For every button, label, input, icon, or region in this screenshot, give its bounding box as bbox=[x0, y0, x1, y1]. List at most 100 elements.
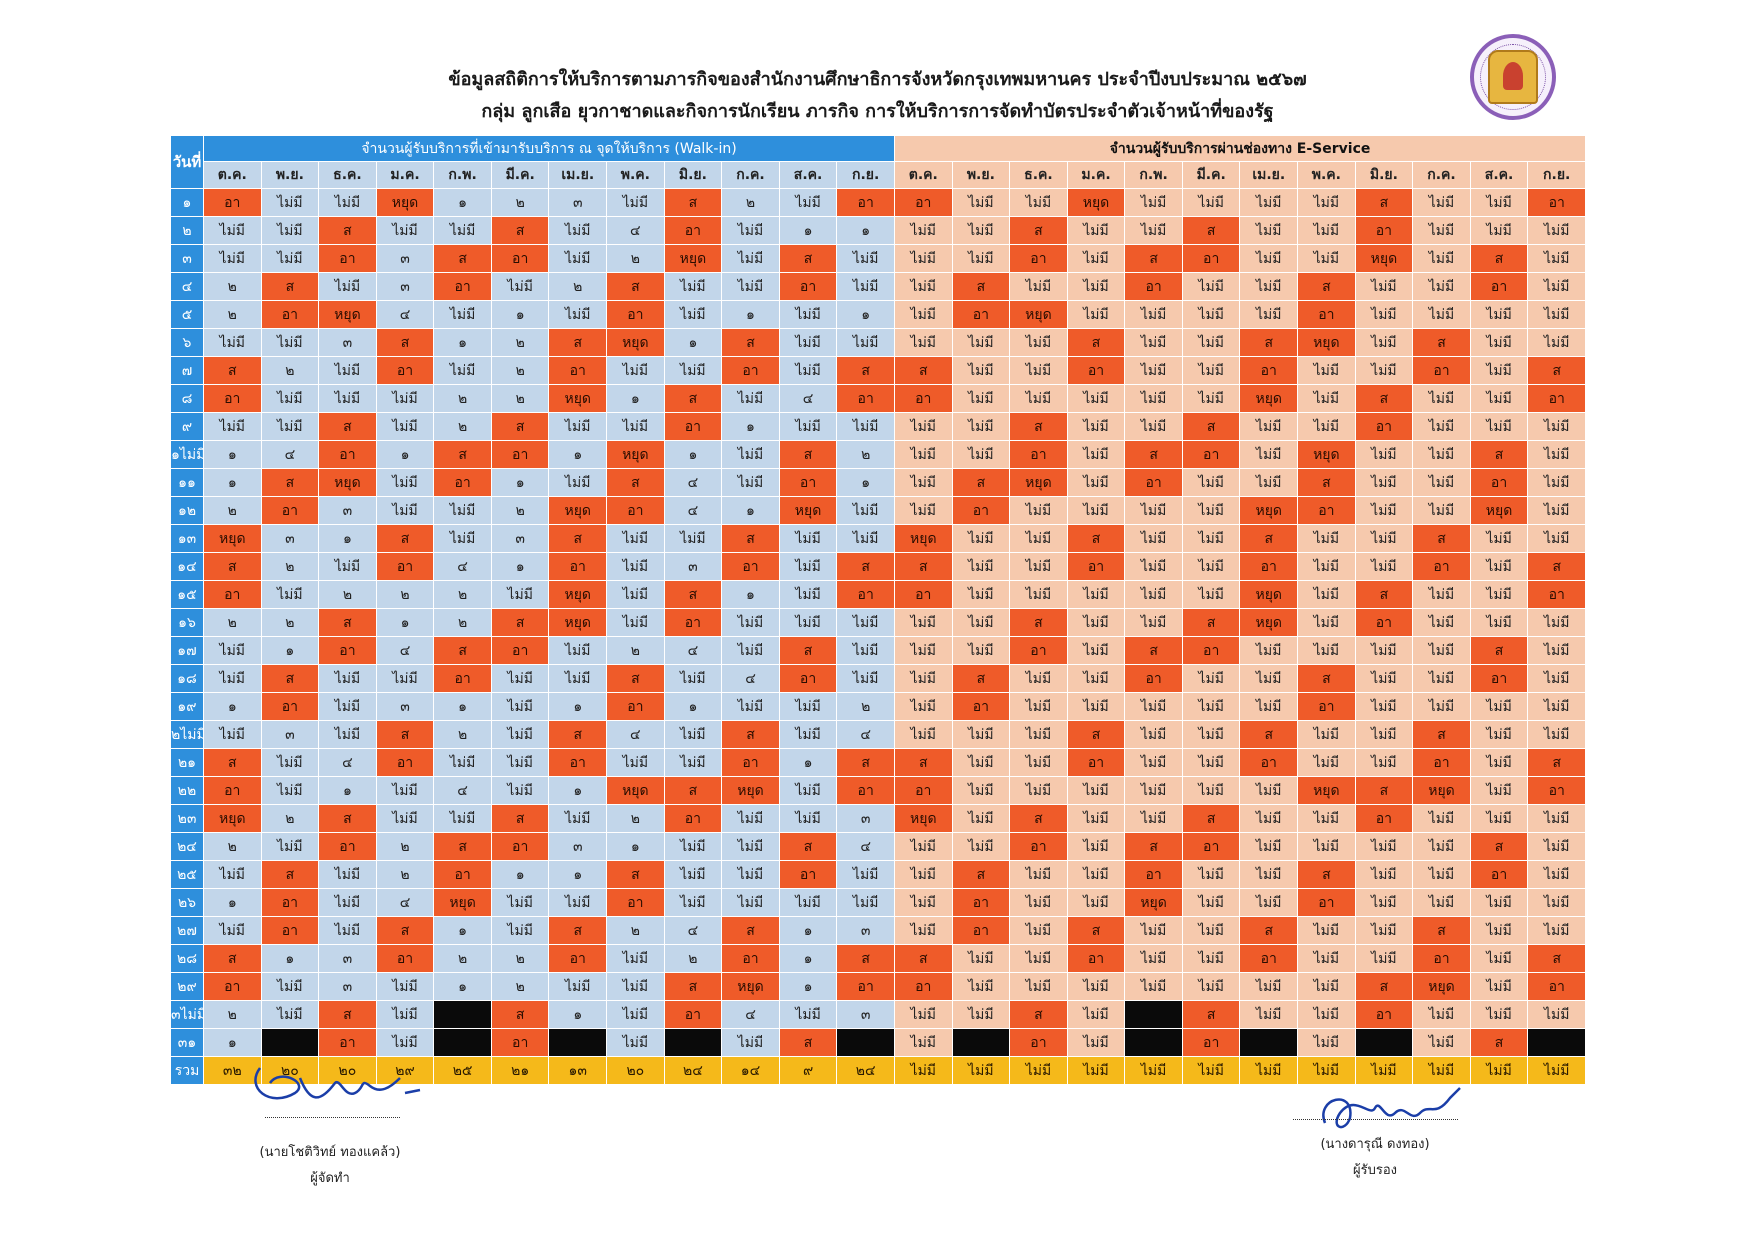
eservice-cell: ไม่มี bbox=[1354, 720, 1414, 749]
walkin-cell: ๒ bbox=[606, 804, 665, 833]
table-row: ๓ไม่มี๒ไม่มีสไม่มีส๑ไม่มี อา๔ไม่มี๓ไม่มีไ… bbox=[170, 1000, 1587, 1029]
walkin-cell: อา bbox=[490, 1028, 550, 1057]
walkin-cell: ๒ bbox=[375, 860, 435, 889]
walkin-cell: ๒ bbox=[203, 300, 262, 329]
eservice-cell: ไม่มี bbox=[1527, 860, 1587, 889]
walkin-cell: อา bbox=[203, 384, 262, 413]
day-cell: ๑๑ bbox=[170, 468, 204, 497]
eservice-cell: ไม่มี bbox=[1297, 916, 1356, 945]
eservice-cell: ส bbox=[1469, 244, 1529, 273]
walkin-cell: ๔ bbox=[375, 300, 435, 329]
walkin-cell: ๓ bbox=[548, 832, 608, 861]
eservice-cell: ไม่มี bbox=[1181, 664, 1241, 693]
table-row: ๑ไม่มี๑๔อา๑สอา๑หยุด๑ไม่มีส๒ไม่มี ไม่มี อาไ… bbox=[170, 440, 1587, 469]
walkin-cell: ส bbox=[663, 776, 723, 805]
eservice-cell: อา bbox=[1469, 468, 1529, 497]
walkin-cell: หยุด bbox=[318, 468, 377, 497]
eservice-cell: ไม่มี bbox=[1354, 496, 1414, 525]
eservice-cell: หยุด bbox=[1239, 496, 1299, 525]
eservice-cell: ไม่มี bbox=[1124, 748, 1183, 777]
walkin-cell: ส bbox=[203, 356, 262, 385]
eservice-cell: ไม่มี bbox=[1124, 608, 1183, 637]
walkin-cell: อา bbox=[778, 468, 838, 497]
eservice-cell: ไม่มี bbox=[1239, 468, 1299, 497]
day-cell: ๓ไม่มี bbox=[170, 1000, 204, 1029]
walkin-cell: ๓ bbox=[260, 524, 320, 553]
eservice-cell: ไม่มี bbox=[1009, 972, 1068, 1001]
eservice-cell: ไม่มี bbox=[1297, 608, 1356, 637]
eservice-cell: อา bbox=[951, 888, 1011, 917]
eservice-cell: ไม่มี bbox=[1297, 384, 1356, 413]
walkin-cell: ๑ bbox=[260, 944, 320, 973]
walkin-cell: อา bbox=[375, 748, 435, 777]
walkin-cell: ไม่มี bbox=[721, 860, 780, 889]
walkin-cell: อา bbox=[778, 272, 838, 301]
eservice-cell: ไม่มี bbox=[1124, 944, 1183, 973]
walkin-cell: ส bbox=[490, 412, 550, 441]
walkin-cell: ๒ bbox=[260, 356, 320, 385]
eservice-cell: ไม่มี bbox=[1527, 720, 1587, 749]
walkin-cell: ๑ bbox=[548, 692, 608, 721]
walkin-cell bbox=[836, 1028, 895, 1057]
eservice-cell: ไม่มี bbox=[1297, 944, 1356, 973]
walkin-cell: อา bbox=[836, 776, 895, 805]
eservice-cell: ไม่มี bbox=[1527, 468, 1587, 497]
walkin-cell: ไม่มี bbox=[318, 272, 377, 301]
eservice-cell: อา bbox=[1354, 216, 1414, 245]
walkin-cell: อา bbox=[375, 356, 435, 385]
walkin-cell: ไม่มี bbox=[375, 216, 435, 245]
walkin-cell: หยุด bbox=[318, 300, 377, 329]
eservice-cell: ไม่มี bbox=[1066, 664, 1126, 693]
eservice-cell: ไม่มี bbox=[1527, 664, 1587, 693]
eservice-cell: ไม่มี bbox=[1469, 328, 1529, 357]
eservice-cell: ไม่มี bbox=[894, 832, 953, 861]
eservice-cell: ไม่มี bbox=[1527, 888, 1587, 917]
eservice-cell: ไม่มี bbox=[1469, 804, 1529, 833]
totals-eservice-cell: ไม่มี bbox=[1239, 1056, 1299, 1085]
totals-walkin-cell: ๒๔ bbox=[663, 1056, 723, 1085]
walkin-cell: ส bbox=[721, 916, 780, 945]
totals-walkin-cell: ๒๕ bbox=[433, 1056, 492, 1085]
eservice-cell: ไม่มี bbox=[1066, 580, 1126, 609]
walkin-cell: หยุด bbox=[778, 496, 838, 525]
eservice-cell: ไม่มี bbox=[1469, 384, 1529, 413]
walkin-cell: ๒ bbox=[490, 972, 550, 1001]
walkin-cell: ๔ bbox=[606, 216, 665, 245]
eservice-cell: ไม่มี bbox=[951, 608, 1011, 637]
walkin-cell: ไม่มี bbox=[203, 916, 262, 945]
walkin-cell: ส bbox=[375, 524, 435, 553]
walkin-cell: ส bbox=[721, 720, 780, 749]
eservice-cell: อา bbox=[1124, 468, 1183, 497]
eservice-cell: หยุด bbox=[1297, 440, 1356, 469]
walkin-cell: ส bbox=[663, 580, 723, 609]
walkin-cell: ๑ bbox=[260, 636, 320, 665]
walkin-cell: ส bbox=[721, 524, 780, 553]
eservice-cell: อา bbox=[894, 188, 953, 217]
walkin-cell: ๓ bbox=[548, 188, 608, 217]
walkin-cell: ไม่มี bbox=[721, 244, 780, 273]
walkin-cell: ไม่มี bbox=[548, 636, 608, 665]
eservice-cell: ไม่มี bbox=[1469, 720, 1529, 749]
eservice-cell: ไม่มี bbox=[1297, 244, 1356, 273]
table-row: ๒๖๑อา ไม่มี๔หยุด ไม่มี ไม่มี อา ไม่มี ไม่มี ไม่… bbox=[170, 888, 1587, 917]
walkin-cell: อา bbox=[433, 860, 492, 889]
walkin-month-header: เม.ย. bbox=[548, 161, 608, 189]
walkin-cell: ๑ bbox=[721, 580, 780, 609]
eservice-cell: ไม่มี bbox=[1527, 496, 1587, 525]
eservice-cell: อา bbox=[1124, 664, 1183, 693]
walkin-cell: ไม่มี bbox=[778, 692, 838, 721]
walkin-cell: ไม่มี bbox=[836, 524, 895, 553]
walkin-cell: ไม่มี bbox=[778, 552, 838, 581]
walkin-cell: ๔ bbox=[433, 552, 492, 581]
walkin-cell: ๒ bbox=[490, 188, 550, 217]
walkin-month-header: พ.ค. bbox=[606, 161, 665, 189]
walkin-cell: อา bbox=[203, 188, 262, 217]
walkin-cell: ส bbox=[490, 804, 550, 833]
eservice-cell: ไม่มี bbox=[1239, 636, 1299, 665]
eservice-cell: ส bbox=[1354, 384, 1414, 413]
walkin-cell: ไม่มี bbox=[548, 664, 608, 693]
eservice-cell: ไม่มี bbox=[1354, 468, 1414, 497]
walkin-cell: ไม่มี bbox=[778, 300, 838, 329]
eservice-cell: ไม่มี bbox=[951, 524, 1011, 553]
eservice-cell: ส bbox=[1181, 216, 1241, 245]
